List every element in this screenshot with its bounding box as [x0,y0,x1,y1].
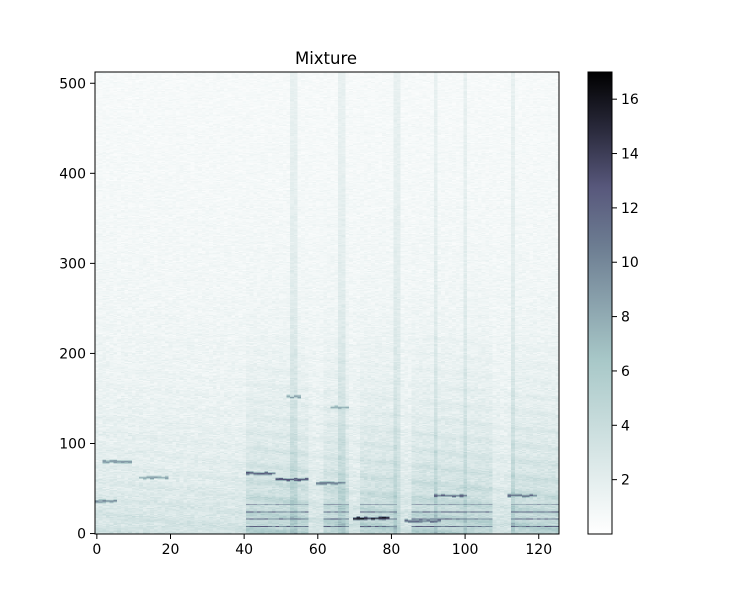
y-tick-label: 400 [59,166,86,182]
colorbar-axis: 2 4 6 8 10 12 14 16 [612,92,639,489]
y-tick-label: 200 [59,346,86,362]
colorbar-tick-label: 12 [621,201,639,217]
heatmap-image-holder [95,72,559,534]
plot-frame [94,71,560,535]
y-tick-label: 100 [59,436,86,452]
colorbar-tick-label: 10 [621,255,639,271]
y-tick-label: 500 [59,76,86,92]
colorbar-tick-label: 4 [621,418,630,434]
x-axis: 0 20 40 60 80 100 120 [92,534,552,558]
x-tick-label: 40 [235,542,253,558]
colorbar-tick-label: 2 [621,473,630,489]
colorbar-tick-label: 16 [621,92,639,108]
heatmap-image [95,72,559,534]
y-axis: 0 100 200 300 400 500 [59,76,95,543]
colorbar-tick-label: 14 [621,147,639,163]
x-tick-label: 20 [162,542,180,558]
y-tick-label: 300 [59,256,86,272]
colorbar-frame [587,71,613,535]
x-tick-label: 80 [383,542,401,558]
y-tick-label: 0 [77,527,86,543]
x-tick-label: 120 [525,542,552,558]
x-tick-label: 0 [92,542,101,558]
chart-title: Mixture [295,49,357,68]
x-tick-label: 100 [452,542,479,558]
colorbar [588,72,612,534]
colorbar-tick-label: 8 [621,310,630,326]
colorbar-tick-label: 6 [621,364,630,380]
x-tick-label: 60 [309,542,327,558]
